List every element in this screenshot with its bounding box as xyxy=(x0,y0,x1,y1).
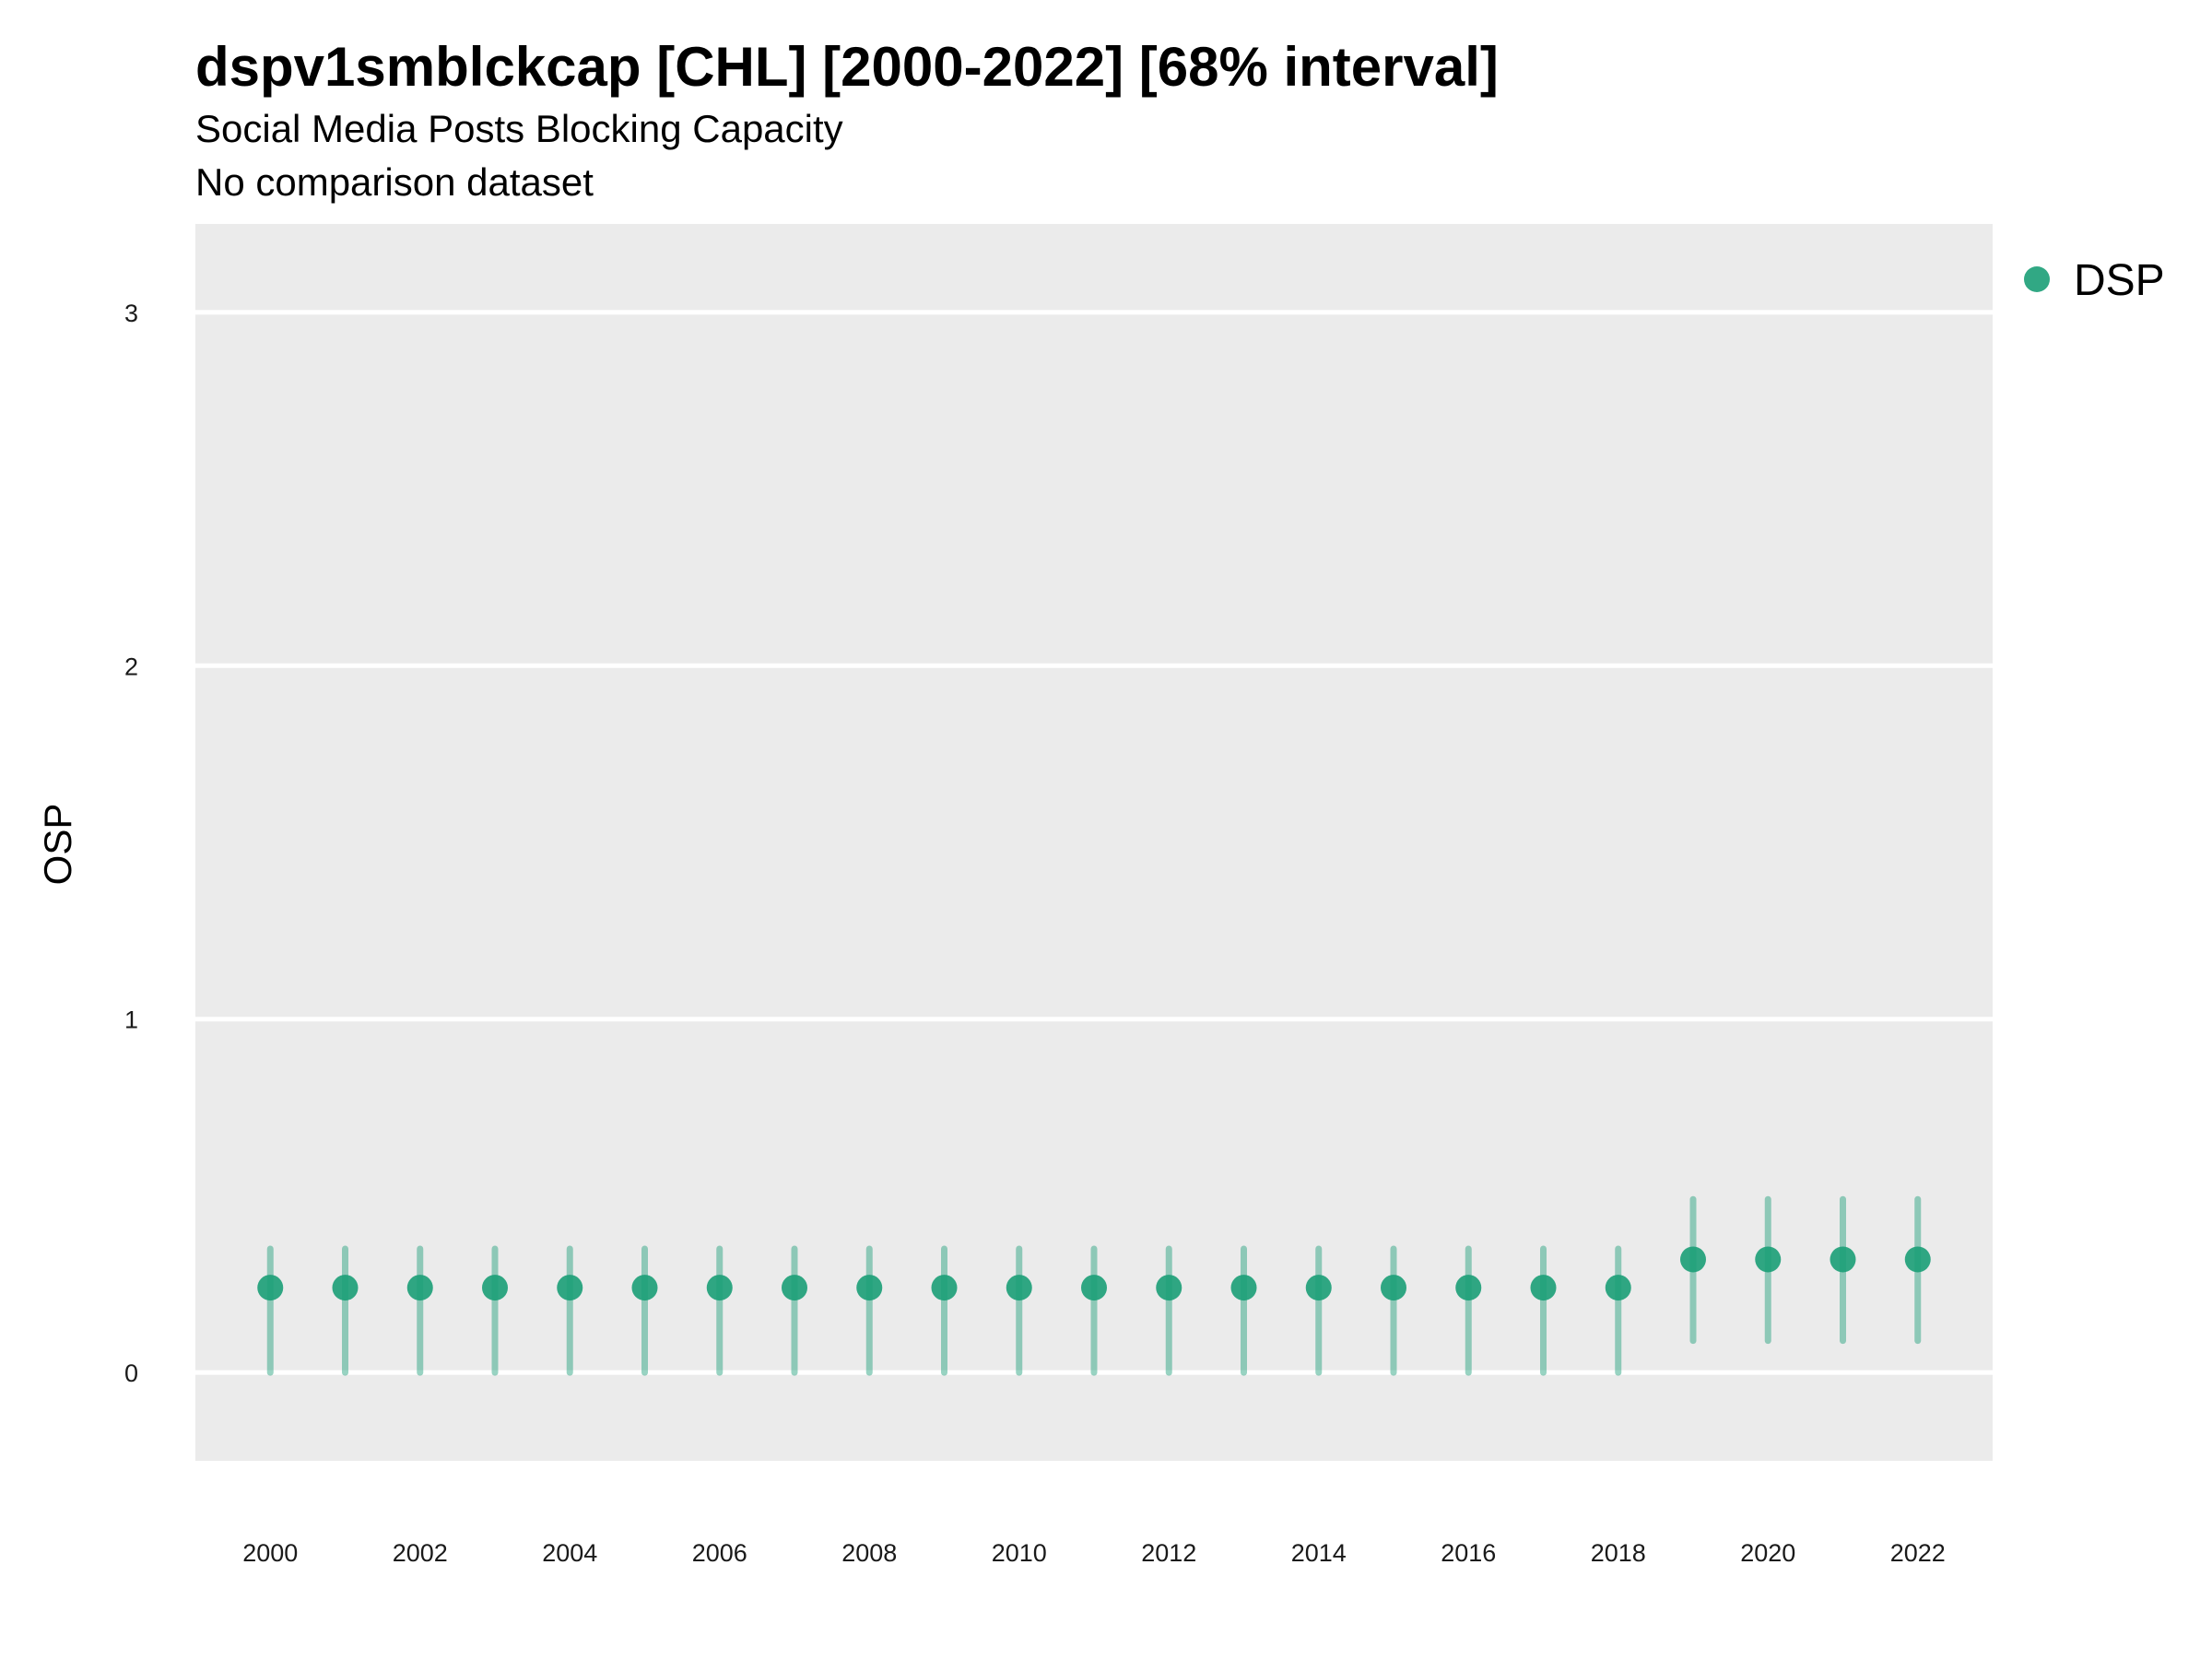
x-axis-ticks: 2000 2002 2004 2006 2008 2010 2012 2014 2016 2018… xyxy=(242,1539,1946,1567)
data-point xyxy=(1081,1275,1107,1301)
interval-layer xyxy=(266,1195,1922,1376)
data-point xyxy=(1156,1275,1182,1301)
x-tick-label: 2014 xyxy=(1291,1539,1347,1567)
data-point xyxy=(1381,1275,1406,1301)
x-tick-label: 2008 xyxy=(841,1539,897,1567)
data-point xyxy=(1230,1275,1257,1301)
data-point xyxy=(557,1275,583,1301)
data-point xyxy=(856,1275,883,1301)
y-axis-label: OSP xyxy=(36,804,79,886)
data-point xyxy=(482,1275,508,1301)
x-tick-label: 2006 xyxy=(692,1539,747,1567)
data-point xyxy=(1830,1246,1856,1273)
chart-subtitle: Social Media Posts Blocking Capacity xyxy=(195,107,843,150)
x-tick-label: 2022 xyxy=(1890,1539,1946,1567)
y-axis-ticks: 0 1 2 3 xyxy=(124,300,138,1387)
data-point xyxy=(257,1275,284,1301)
data-point xyxy=(931,1275,958,1301)
data-point xyxy=(1904,1246,1931,1273)
grid-layer xyxy=(195,310,1993,1375)
y-tick-label: 3 xyxy=(124,300,138,327)
data-point xyxy=(782,1275,807,1301)
data-point xyxy=(631,1275,658,1301)
data-point xyxy=(1680,1246,1706,1273)
x-tick-label: 2000 xyxy=(242,1539,298,1567)
data-point xyxy=(1305,1275,1332,1301)
x-tick-label: 2010 xyxy=(992,1539,1047,1567)
y-tick-label: 1 xyxy=(124,1006,138,1034)
data-point xyxy=(332,1275,359,1301)
data-point xyxy=(1755,1246,1782,1273)
y-tick-label: 2 xyxy=(124,653,138,680)
x-tick-label: 2004 xyxy=(542,1539,597,1567)
data-point xyxy=(706,1275,733,1301)
point-layer xyxy=(257,1246,1931,1301)
legend-key-dsp xyxy=(2024,266,2050,292)
legend: DSP xyxy=(2024,256,2165,305)
x-tick-label: 2018 xyxy=(1591,1539,1646,1567)
chart-caption: No comparison dataset xyxy=(195,160,594,204)
x-tick-label: 2016 xyxy=(1441,1539,1496,1567)
x-tick-label: 2002 xyxy=(393,1539,448,1567)
x-tick-label: 2020 xyxy=(1740,1539,1795,1567)
x-tick-label: 2012 xyxy=(1141,1539,1196,1567)
chart-title: dspv1smblckcap [CHL] [2000-2022] [68% in… xyxy=(195,36,1499,98)
data-point xyxy=(1006,1275,1032,1301)
y-tick-label: 0 xyxy=(124,1359,138,1387)
data-point xyxy=(406,1275,433,1301)
data-point xyxy=(1455,1275,1482,1301)
data-point xyxy=(1530,1275,1557,1301)
data-point xyxy=(1605,1275,1631,1301)
legend-label-dsp: DSP xyxy=(2074,256,2165,305)
